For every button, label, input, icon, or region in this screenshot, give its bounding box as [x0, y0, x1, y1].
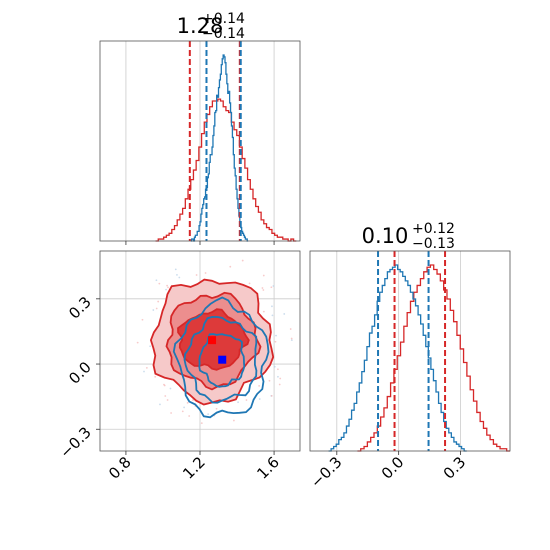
sample-point [273, 365, 276, 368]
x-tick-label-2: 0.3 [440, 453, 470, 483]
sample-point [155, 279, 158, 282]
sample-point [164, 395, 167, 397]
x-tick-label-0: −0.3 [307, 453, 345, 491]
sample-point [167, 286, 169, 289]
sample-point [165, 288, 167, 291]
sample-point [204, 272, 207, 274]
x-tick-label-1: 1.2 [179, 453, 209, 483]
sample-point [163, 384, 166, 387]
truth-marker-1 [218, 355, 227, 364]
sample-point [241, 259, 244, 262]
panel-frame [309, 250, 511, 452]
sample-point [277, 368, 279, 371]
sample-point [278, 383, 281, 386]
sample-point [290, 339, 293, 342]
sample-point [262, 289, 265, 291]
sample-point [270, 286, 273, 289]
sample-point [181, 410, 184, 413]
title-param2: 0.10 [362, 224, 409, 248]
sample-point [232, 419, 235, 422]
red-contour-line-1 [165, 291, 262, 391]
sample-point [200, 422, 203, 425]
sample-point [262, 310, 265, 313]
title-param2-main: 0.10 [362, 224, 409, 248]
sample-point [143, 370, 145, 373]
hist-blue-series [328, 264, 467, 452]
sample-point [141, 318, 144, 321]
title-param2-sup: +0.12 [412, 221, 455, 237]
sample-point [283, 313, 286, 315]
y-tick-label-1: 0.0 [65, 358, 95, 388]
title-param1-sub: −0.14 [202, 26, 245, 42]
title-param1-sup: +0.14 [202, 11, 245, 27]
hist-red-series [155, 98, 297, 242]
sample-point [258, 384, 261, 387]
sample-point [270, 394, 273, 397]
truth-marker-0 [208, 336, 217, 345]
title-param1: 1.28 [177, 14, 224, 38]
y-tick-label-2: 0.3 [65, 293, 95, 323]
sample-point [237, 401, 239, 404]
x-tick-label-2: 1.6 [253, 453, 283, 483]
sample-point [289, 328, 292, 330]
sample-point [274, 340, 277, 343]
sample-point [271, 305, 273, 308]
sample-point [174, 268, 177, 271]
sample-point [215, 407, 218, 410]
red-contour-line-2 [149, 278, 275, 406]
title-param2-sub: −0.13 [412, 236, 455, 252]
sample-point [176, 273, 178, 276]
sample-point [149, 345, 152, 348]
sample-point [290, 337, 293, 340]
blue-contour-line-0 [198, 333, 246, 388]
sample-point [271, 314, 274, 317]
sample-point [152, 309, 155, 311]
hist-panel-param1 [99, 40, 301, 245]
sample-point [159, 403, 161, 406]
hist-red-series [357, 264, 510, 452]
x-tick-label-1: 0.0 [378, 453, 408, 483]
sample-point [229, 265, 232, 268]
sample-point [261, 287, 264, 289]
blue-contour-line-2 [172, 296, 270, 419]
sample-point [245, 399, 248, 401]
x-tick-label-0: 0.8 [105, 453, 135, 483]
title-param1-main: 1.28 [177, 14, 224, 38]
sample-point [155, 307, 158, 310]
sample-point [192, 399, 194, 401]
sample-point [248, 282, 251, 285]
sample-point [277, 375, 279, 378]
sample-point [178, 276, 181, 279]
red-contour-line-0 [177, 308, 250, 371]
contour-plot-area [100, 251, 300, 451]
sample-point [186, 401, 189, 404]
sample-point [258, 398, 261, 400]
sample-point [272, 285, 275, 287]
hist-blue-series [190, 54, 249, 242]
sample-point [275, 334, 277, 337]
sample-point [154, 375, 157, 378]
sample-point [166, 284, 168, 287]
y-tick-label-0: −0.3 [56, 423, 94, 461]
sample-point [169, 387, 172, 390]
sample-point [145, 366, 148, 369]
sample-point [170, 412, 173, 414]
sample-point [188, 415, 191, 417]
sample-point [262, 274, 265, 277]
sample-point [195, 274, 198, 276]
sample-point [279, 377, 282, 380]
contour-panel: 0.8 1.2 1.6 −0.3 0.0 0.3 [56, 250, 301, 483]
sample-point [268, 379, 271, 382]
sample-point [166, 399, 169, 401]
sample-point [158, 282, 161, 285]
blue-contour-line-1 [183, 315, 258, 404]
sample-point [136, 341, 139, 344]
sample-point [157, 300, 160, 303]
sample-point [183, 406, 185, 409]
sample-point [207, 413, 210, 416]
hist-panel-param2: −0.3 0.0 0.3 [307, 250, 511, 492]
